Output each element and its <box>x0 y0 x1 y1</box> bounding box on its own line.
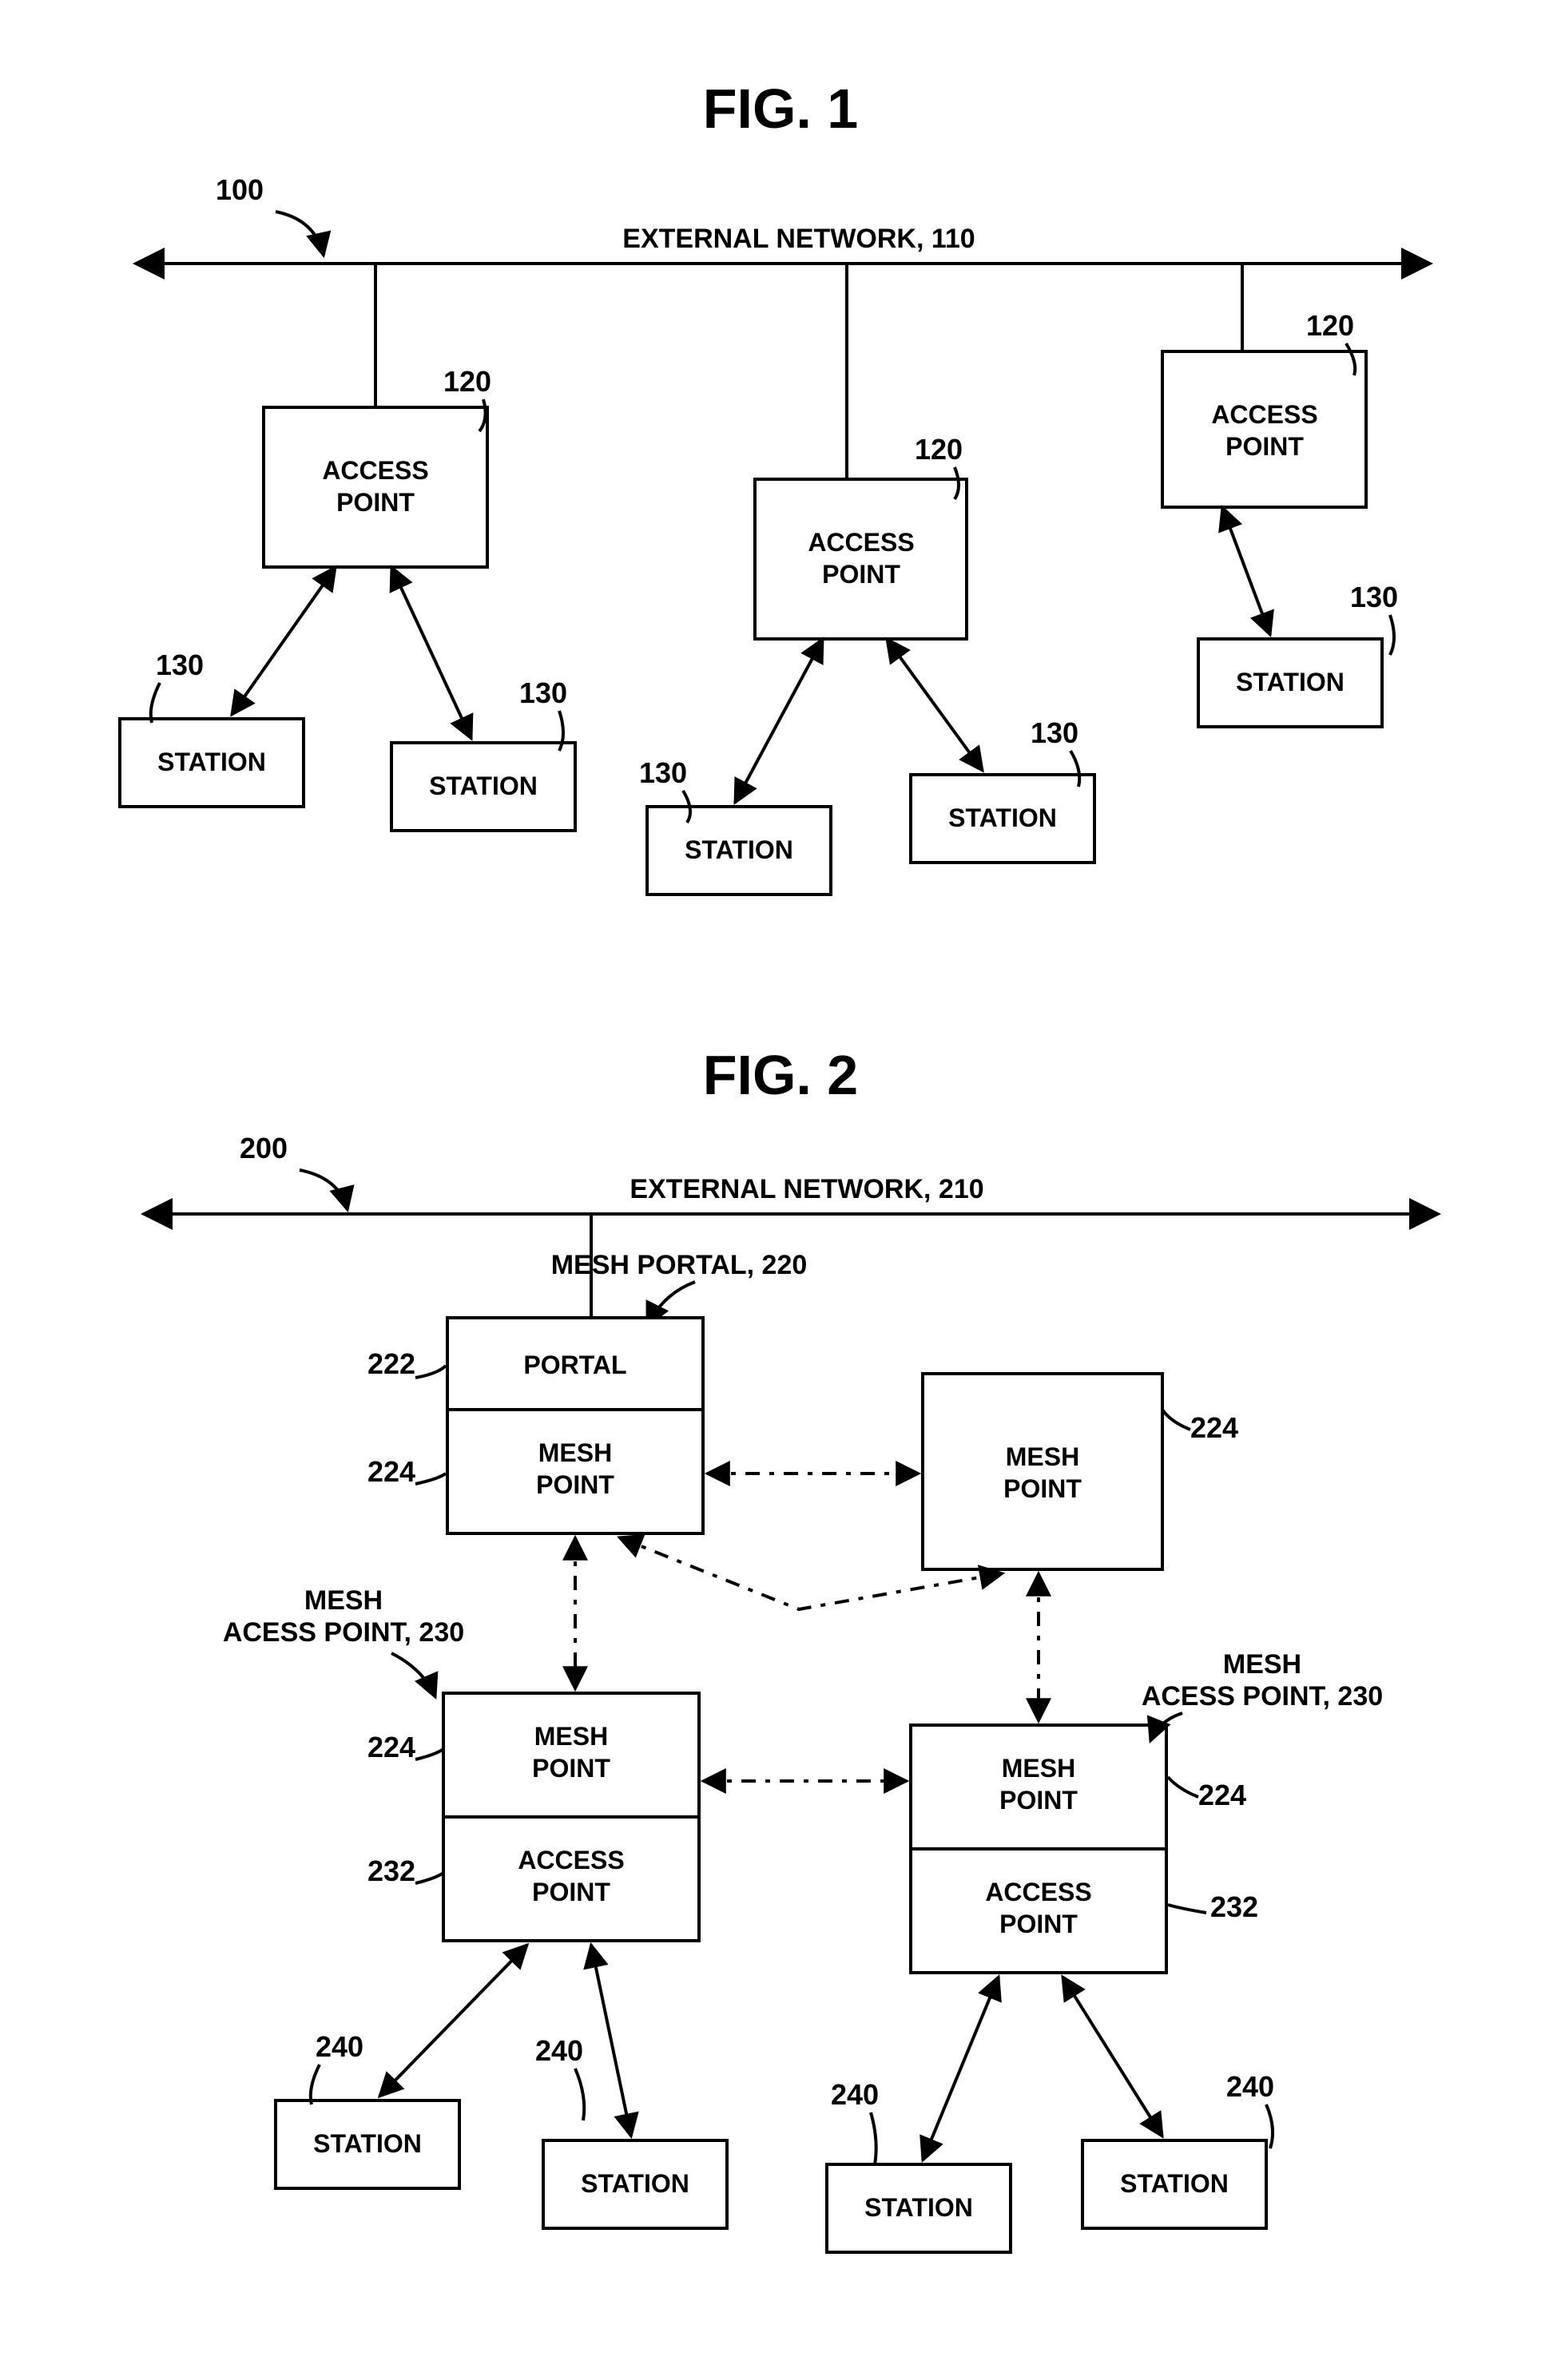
fig1-st1-ref: 130 <box>156 649 204 681</box>
fig1-title: FIG. 1 <box>703 77 858 140</box>
fig2-map-r-st4 <box>1063 1977 1162 2136</box>
fig2-st3-ref: 240 <box>831 2078 879 2111</box>
fig2-222-tick <box>415 1366 446 1378</box>
fig2-224-ref-a: 224 <box>367 1455 415 1488</box>
fig2-map-left-mp-l2: POINT <box>532 1754 610 1783</box>
fig2-map-left-ap-l1: ACCESS <box>518 1846 624 1874</box>
fig2-map-label-r1: MESH <box>1223 1649 1301 1680</box>
fig1-ap2-l2: POINT <box>822 560 900 589</box>
fig2-mp-right-box <box>923 1374 1162 1569</box>
fig2-bus-label: EXTERNAL NETWORK, 210 <box>630 1174 983 1204</box>
fig1-ap3-ref: 120 <box>1306 309 1354 342</box>
fig2-map-right-mp-l1: MESH <box>1002 1754 1075 1783</box>
fig2-st2-lbl: STATION <box>581 2169 689 2198</box>
fig2-st4-ref: 240 <box>1226 2070 1274 2103</box>
fig2-map-l-st1 <box>379 1945 527 2096</box>
fig2-222-ref: 222 <box>367 1347 415 1380</box>
fig2-224-tick-a <box>415 1474 446 1484</box>
fig2-st1-lbl: STATION <box>313 2129 422 2158</box>
fig2-224-tick-b <box>1162 1410 1190 1430</box>
fig1-ref-overall: 100 <box>216 173 264 206</box>
fig2-mp-left-l1: MESH <box>538 1438 612 1467</box>
fig1-ap2-ref: 120 <box>915 433 963 466</box>
fig1-ap3-box <box>1162 351 1366 507</box>
fig2-224-ref-b: 224 <box>1190 1411 1238 1444</box>
fig2-map-label-l1: MESH <box>304 1585 383 1616</box>
fig1-st5-ref: 130 <box>1350 581 1398 613</box>
figure-2: FIG. 2 200 EXTERNAL NETWORK, 210 MESH PO… <box>144 1044 1438 2252</box>
fig2-map-left-hook <box>391 1653 435 1697</box>
fig2-224-tick-d <box>1168 1777 1198 1797</box>
fig2-224-ref-d: 224 <box>1198 1779 1246 1811</box>
fig2-map-left-ap-l2: POINT <box>532 1878 610 1906</box>
fig2-224-ref-c: 224 <box>367 1731 415 1763</box>
fig1-ap3-st5-link <box>1222 507 1270 635</box>
fig2-map-right-ap-l1: ACCESS <box>985 1878 1091 1906</box>
fig2-st2-tick <box>575 2069 584 2120</box>
fig2-ref-hook <box>300 1170 348 1210</box>
fig1-ap3-l2: POINT <box>1225 432 1304 461</box>
fig1-st1-lbl: STATION <box>157 748 266 776</box>
fig2-232-ref-a: 232 <box>367 1854 415 1887</box>
fig1-ap1-l2: POINT <box>336 488 415 517</box>
fig2-mp-left-l2: POINT <box>536 1470 614 1499</box>
fig1-ap1-st1-link <box>232 567 336 715</box>
fig1-ap2-st4-link <box>887 639 983 771</box>
fig2-map-left-mp-l1: MESH <box>534 1722 608 1751</box>
fig2-st1-tick <box>311 2065 320 2104</box>
fig2-st2-ref: 240 <box>535 2034 583 2067</box>
fig1-ap1-ref: 120 <box>443 365 491 398</box>
fig2-map-l-st2 <box>591 1945 631 2136</box>
fig2-ref-overall: 200 <box>240 1132 288 1164</box>
fig1-st2-ref: 130 <box>519 676 567 709</box>
fig2-st3-lbl: STATION <box>864 2193 973 2222</box>
diagram-canvas: FIG. 1 100 EXTERNAL NETWORK, 110 ACCESS … <box>0 0 1561 2380</box>
fig1-ap2-l1: ACCESS <box>808 528 914 557</box>
figure-1: FIG. 1 100 EXTERNAL NETWORK, 110 ACCESS … <box>120 77 1430 894</box>
fig1-st2-lbl: STATION <box>429 772 538 800</box>
fig1-st1-tick <box>151 683 160 723</box>
fig1-st3-ref: 130 <box>639 756 687 789</box>
fig2-232-ref-b: 232 <box>1210 1890 1258 1923</box>
fig2-map-right-ap-l2: POINT <box>999 1910 1078 1938</box>
fig1-ref-hook <box>276 212 324 256</box>
fig2-map-label-r2: ACESS POINT, 230 <box>1142 1681 1383 1712</box>
fig2-meshportal-label: MESH PORTAL, 220 <box>551 1250 808 1280</box>
fig2-mp-right-l2: POINT <box>1003 1474 1082 1503</box>
fig1-ap3-l1: ACCESS <box>1211 400 1317 429</box>
fig2-portal-lbl: PORTAL <box>523 1351 626 1379</box>
fig2-232-tick-b <box>1168 1905 1206 1913</box>
fig1-ap2-st3-link <box>735 639 823 803</box>
fig1-ap1-box <box>264 407 487 567</box>
fig1-st5-lbl: STATION <box>1236 668 1345 696</box>
fig1-bus-label: EXTERNAL NETWORK, 110 <box>622 224 975 254</box>
fig1-ap1-st2-link <box>391 567 471 739</box>
fig1-st4-ref: 130 <box>1031 716 1078 749</box>
fig2-map-r-st3 <box>923 1977 999 2160</box>
fig2-title: FIG. 2 <box>703 1044 858 1106</box>
fig2-mp-right-l1: MESH <box>1006 1442 1079 1471</box>
fig2-224-tick-c <box>415 1749 443 1759</box>
fig2-map-right-mp-l2: POINT <box>999 1786 1078 1815</box>
fig2-232-tick-a <box>415 1873 443 1883</box>
fig1-ap1-l1: ACCESS <box>322 456 428 485</box>
fig2-st1-ref: 240 <box>316 2030 363 2063</box>
fig1-ap2-box <box>755 479 967 639</box>
fig1-st3-lbl: STATION <box>685 835 793 864</box>
fig2-map-label-l2: ACESS POINT, 230 <box>223 1617 464 1648</box>
fig1-st5-tick <box>1390 615 1394 655</box>
fig1-st4-lbl: STATION <box>948 803 1057 832</box>
fig2-st3-tick <box>871 2112 876 2164</box>
fig2-st4-lbl: STATION <box>1120 2169 1229 2198</box>
